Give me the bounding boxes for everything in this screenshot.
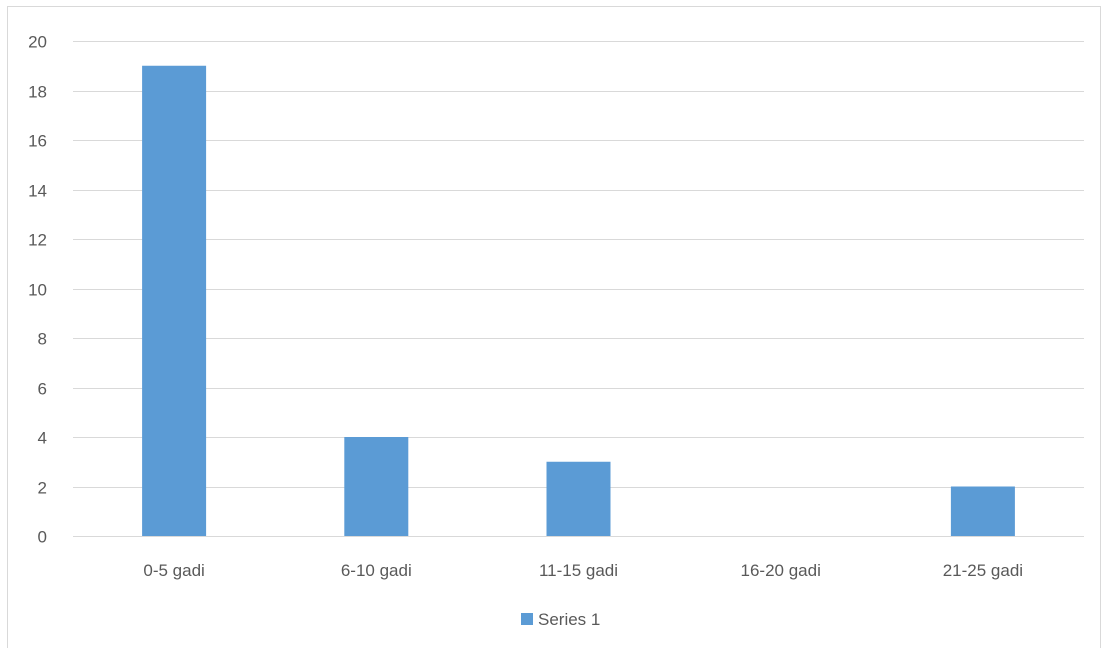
bar-3 (546, 461, 611, 536)
y-axis-tick-labels: 0 2 4 6 8 10 12 14 16 18 20 (28, 33, 47, 547)
legend-label-series-1: Series 1 (538, 610, 600, 629)
x-tick-label: 11-15 gadi (539, 561, 618, 580)
y-tick-label: 14 (28, 182, 47, 201)
y-tick-label: 0 (38, 528, 47, 547)
x-tick-label: 0-5 gadi (143, 561, 204, 580)
y-tick-label: 20 (28, 33, 47, 52)
x-tick-label: 16-20 gadi (741, 561, 821, 580)
y-tick-label: 18 (28, 83, 47, 102)
x-tick-label: 6-10 gadi (341, 561, 412, 580)
y-tick-label: 4 (38, 429, 47, 448)
y-tick-label: 12 (28, 231, 47, 250)
y-tick-label: 6 (38, 380, 47, 399)
legend-swatch-series-1 (521, 613, 533, 625)
y-tick-label: 16 (28, 132, 47, 151)
bars (142, 65, 1015, 536)
x-tick-label: 21-25 gadi (943, 561, 1023, 580)
y-tick-label: 8 (38, 330, 47, 349)
bar-1 (142, 65, 207, 536)
legend: Series 1 (521, 610, 600, 629)
y-tick-label: 2 (38, 479, 47, 498)
bar-2 (344, 437, 409, 536)
y-tick-label: 10 (28, 281, 47, 300)
bar-5 (950, 486, 1015, 536)
x-axis-tick-labels: 0-5 gadi 6-10 gadi 11-15 gadi 16-20 gadi 21-… (143, 561, 1023, 580)
